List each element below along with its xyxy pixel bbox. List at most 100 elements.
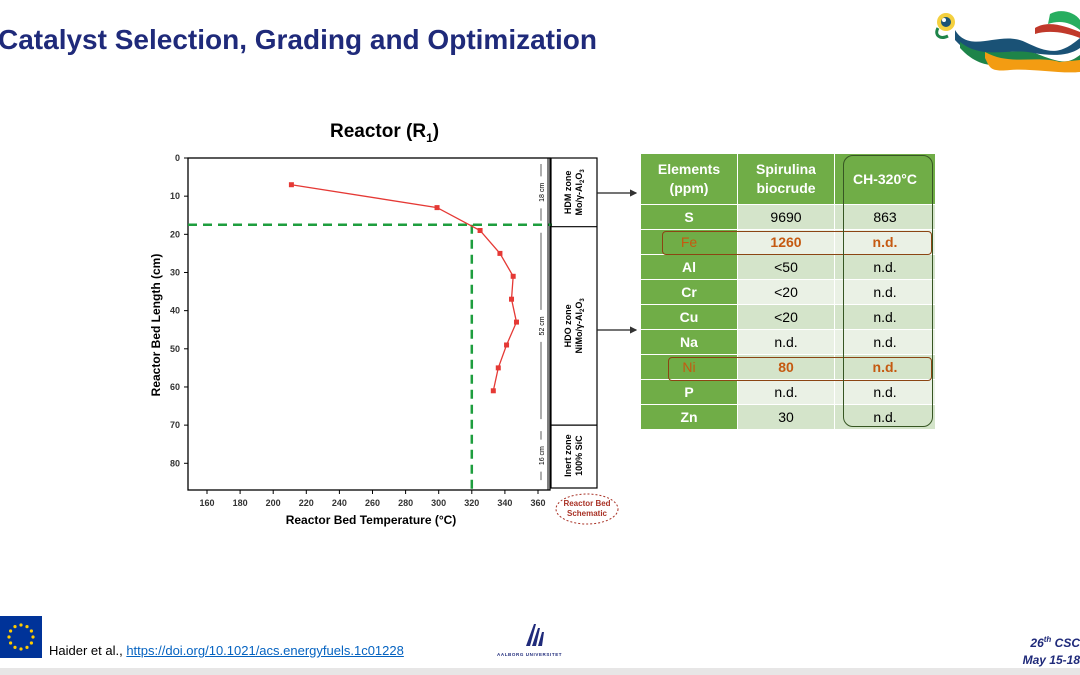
- zone-name: HDO zone: [563, 304, 573, 347]
- elements-table: Elements (ppm) Spirulina biocrude CH-320°C…: [640, 153, 936, 430]
- eu-flag-icon: [0, 616, 42, 658]
- table-cell-element: Cr: [640, 279, 738, 305]
- chart-title: Reactor (R1): [330, 121, 439, 145]
- x-tick-label: 260: [365, 498, 380, 508]
- zone-name: HDM zone: [563, 171, 573, 215]
- header-elements: Elements (ppm): [640, 153, 738, 205]
- table-cell-ch320: 863: [834, 204, 936, 230]
- table-row: Cr <20 n.d.: [640, 279, 936, 305]
- eu-star: [29, 629, 33, 633]
- chart-title-text: Reactor (R: [330, 121, 427, 142]
- reactor-schematic-frame: [550, 157, 598, 489]
- eu-star: [9, 629, 13, 633]
- university-logo-icon: [526, 624, 544, 646]
- conference-name: CSC: [1051, 636, 1080, 650]
- data-point: [513, 319, 519, 325]
- x-tick-label: 280: [398, 498, 413, 508]
- table-cell-ch320: n.d.: [834, 404, 936, 430]
- table-cell-element: Na: [640, 329, 738, 355]
- eu-star: [19, 623, 23, 627]
- eu-star: [19, 647, 23, 651]
- slide-title: Catalyst Selection, Grading and Optimiza…: [0, 24, 597, 55]
- table-cell-ch320: n.d.: [834, 254, 936, 280]
- table-cell-element: Ni: [640, 354, 738, 380]
- x-tick-label: 200: [266, 498, 281, 508]
- series-line: [291, 184, 518, 391]
- zone-catalyst: NiMo/γ-Al2O3: [574, 298, 586, 354]
- schematic-caption-ellipse: [555, 493, 619, 525]
- data-point: [504, 342, 510, 348]
- x-tick-label: 220: [299, 498, 314, 508]
- header-spirulina: Spirulina biocrude: [737, 153, 835, 205]
- table-cell-spirulina: <20: [737, 279, 835, 305]
- table-cell-spirulina: <50: [737, 254, 835, 280]
- table-cell-ch320: n.d.: [834, 279, 936, 305]
- zone-length-label: 18 cm: [539, 183, 546, 202]
- plot-area: [187, 157, 551, 491]
- zone-catalyst: 100% SiC: [574, 435, 584, 476]
- y-tick-label: 40: [170, 306, 180, 316]
- table-cell-spirulina: 80: [737, 354, 835, 380]
- schematic-caption-line1: Reactor Bed: [563, 499, 610, 508]
- conference-number: 26: [1030, 636, 1044, 650]
- header-ch320: CH-320°C: [834, 153, 936, 205]
- table-row: S 9690 863: [640, 204, 936, 230]
- table-cell-spirulina: n.d.: [737, 329, 835, 355]
- table-cell-element: S: [640, 204, 738, 230]
- table-row: Cu <20 n.d.: [640, 304, 936, 330]
- table-header-row: Elements (ppm) Spirulina biocrude CH-320°C: [640, 153, 936, 205]
- conference-number-suffix: th: [1043, 635, 1052, 644]
- x-tick-label: 180: [233, 498, 248, 508]
- temperature-profile-chart: 160 180 200 220 240 260 280 300 320 340 360 0 10 20 30…: [149, 153, 638, 527]
- zone-catalyst: Mo/γ-Al2O3: [574, 169, 586, 216]
- table-row: Na n.d. n.d.: [640, 329, 936, 355]
- table-row: Zn 30 n.d.: [640, 404, 936, 430]
- y-axis-label: Reactor Bed Length (cm): [149, 254, 163, 397]
- y-tick-label: 0: [175, 153, 180, 163]
- data-point: [495, 365, 501, 371]
- conference-logo: [935, 11, 1080, 73]
- table-cell-spirulina: 30: [737, 404, 835, 430]
- x-axis-label: Reactor Bed Temperature (°C): [286, 513, 457, 527]
- table-cell-ch320: n.d.: [834, 229, 936, 255]
- table-cell-ch320: n.d.: [834, 379, 936, 405]
- data-point: [477, 228, 483, 234]
- zone-length-label: 16 cm: [539, 446, 546, 465]
- table-cell-ch320: n.d.: [834, 304, 936, 330]
- table-row: Al <50 n.d.: [640, 254, 936, 280]
- eu-star: [9, 641, 13, 645]
- header-spirulina-text: Spirulina biocrude: [756, 161, 816, 196]
- chart-title-end: ): [432, 121, 440, 142]
- data-point: [434, 205, 440, 211]
- table-cell-ch320: n.d.: [834, 354, 936, 380]
- x-tick-label: 240: [332, 498, 347, 508]
- conference-info: 26th CSC May 15-18: [1023, 631, 1080, 669]
- eu-star: [31, 635, 35, 639]
- x-tick-label: 320: [464, 498, 479, 508]
- data-point: [288, 182, 294, 188]
- table-cell-spirulina: 9690: [737, 204, 835, 230]
- table-cell-element: P: [640, 379, 738, 405]
- y-tick-label: 80: [170, 458, 180, 468]
- table-cell-spirulina: <20: [737, 304, 835, 330]
- table-cell-spirulina: 1260: [737, 229, 835, 255]
- conference-line1: 26th CSC: [1023, 631, 1080, 652]
- table-cell-element: Cu: [640, 304, 738, 330]
- data-point: [490, 388, 496, 394]
- y-tick-label: 20: [170, 229, 180, 239]
- chart-title-subscript: 1: [426, 130, 433, 145]
- zone-name: Inert zone: [563, 434, 573, 477]
- eu-star: [25, 645, 29, 649]
- data-point: [497, 250, 503, 256]
- data-point: [510, 273, 516, 279]
- y-tick-label: 30: [170, 267, 180, 277]
- eu-star: [29, 641, 33, 645]
- x-tick-label: 340: [497, 498, 512, 508]
- citation-link[interactable]: https://doi.org/10.1021/acs.energyfuels.…: [126, 643, 404, 658]
- university-name: AALBORG UNIVERSITET: [497, 652, 563, 657]
- table-cell-spirulina: n.d.: [737, 379, 835, 405]
- eu-star: [13, 645, 17, 649]
- header-elements-text: Elements (ppm): [657, 161, 721, 196]
- eu-star: [25, 625, 29, 629]
